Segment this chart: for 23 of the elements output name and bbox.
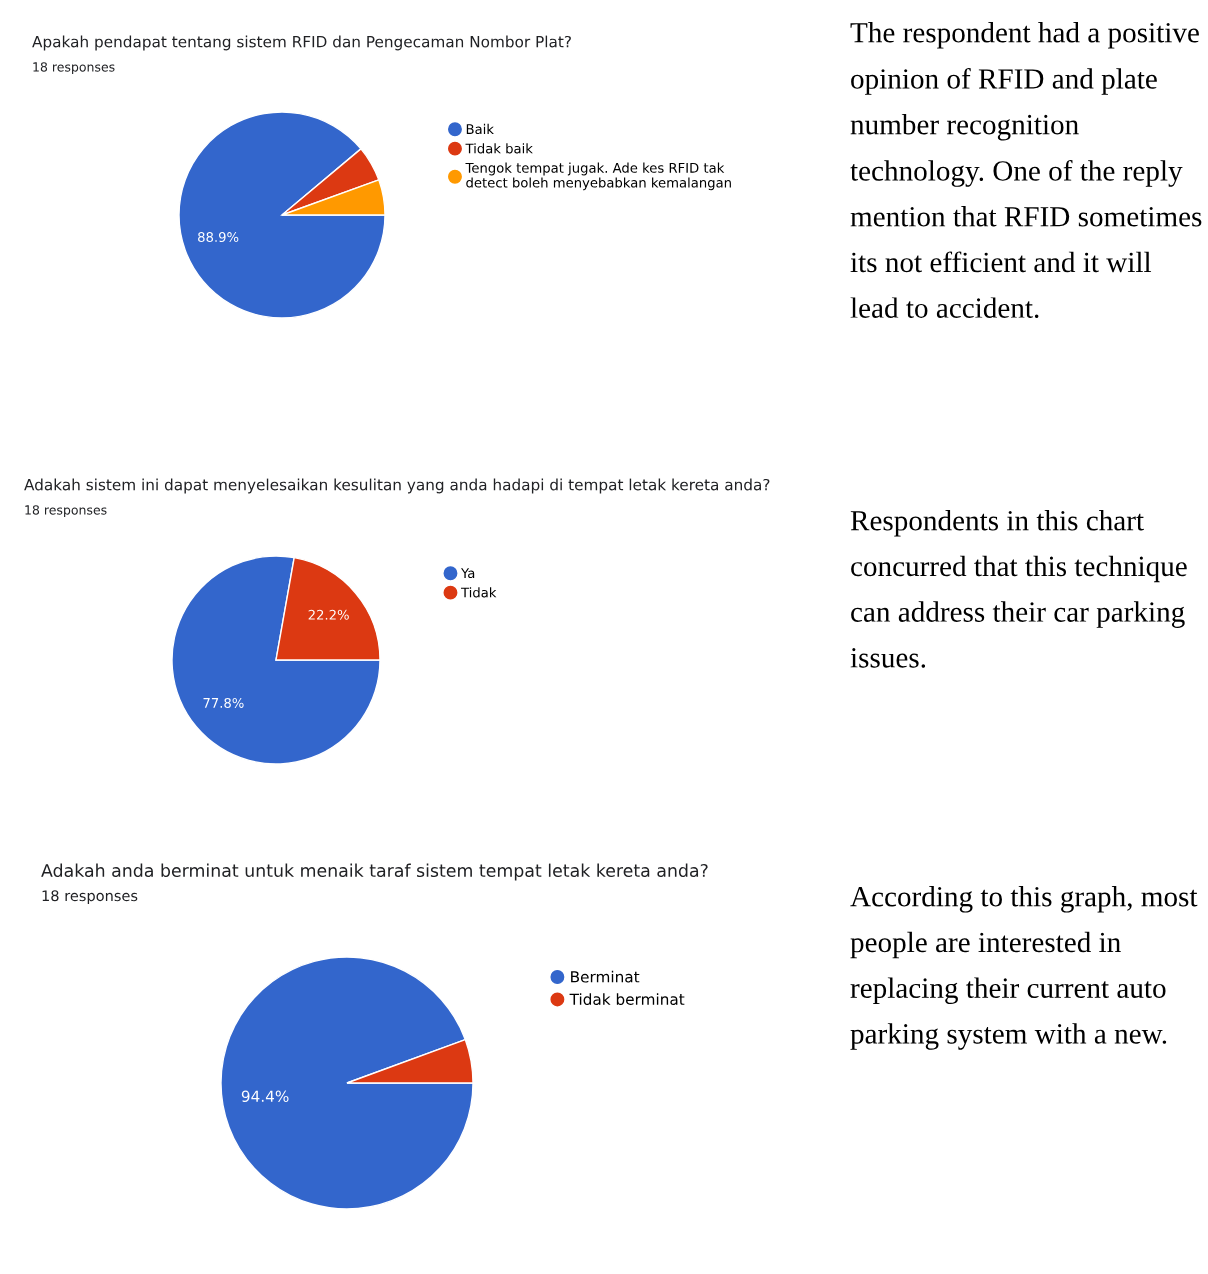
chart-title: Adakah anda berminat untuk menaik taraf sistem tempat letak kereta anda? — [41, 863, 708, 881]
text: 18 responses — [42, 890, 138, 905]
text: Respondents in this chart concurred that this technique can address their car parking issues. — [850, 510, 1187, 668]
data-label: 94.4% — [241, 1090, 289, 1102]
legend-label: Tengok tempat jugak. Ade kes RFID tak detect boleh menyebabkan kemalangan — [465, 162, 731, 191]
legend-label: Ya — [461, 568, 475, 579]
text: 18 responses — [25, 505, 107, 518]
data-label: 77.8% — [203, 697, 244, 708]
legend-label: Tidak — [460, 587, 497, 598]
pie-slice — [178, 111, 386, 319]
legend-label: Tidak baik — [465, 143, 533, 154]
pie-slice — [171, 555, 381, 765]
pie-slice — [220, 956, 474, 1210]
data-label: 88.9% — [198, 232, 239, 243]
data-label: 22.2% — [308, 609, 349, 620]
chart-title: Apakah pendapat tentang sistem RFID dan Pengecaman Nombor Plat? — [32, 35, 571, 51]
text: According to this graph, most people are interested in replacing their current auto parking system with a new. — [850, 886, 1198, 1050]
legend-label: Baik — [466, 123, 494, 135]
chart-title: Adakah sistem ini dapat menyelesaikan kesulitan yang anda hadapi di tempat letak kereta anda? — [24, 478, 770, 494]
text: The respondent had a positive opinion of RFID and plate number recognition technology. One of the reply mention that RFID sometimes its not efficient and it will lead to accident. — [850, 22, 1202, 319]
legend-label: Berminat — [571, 970, 640, 983]
legend-label: Tidak berminat — [569, 993, 685, 1005]
text: 18 responses — [33, 62, 115, 75]
